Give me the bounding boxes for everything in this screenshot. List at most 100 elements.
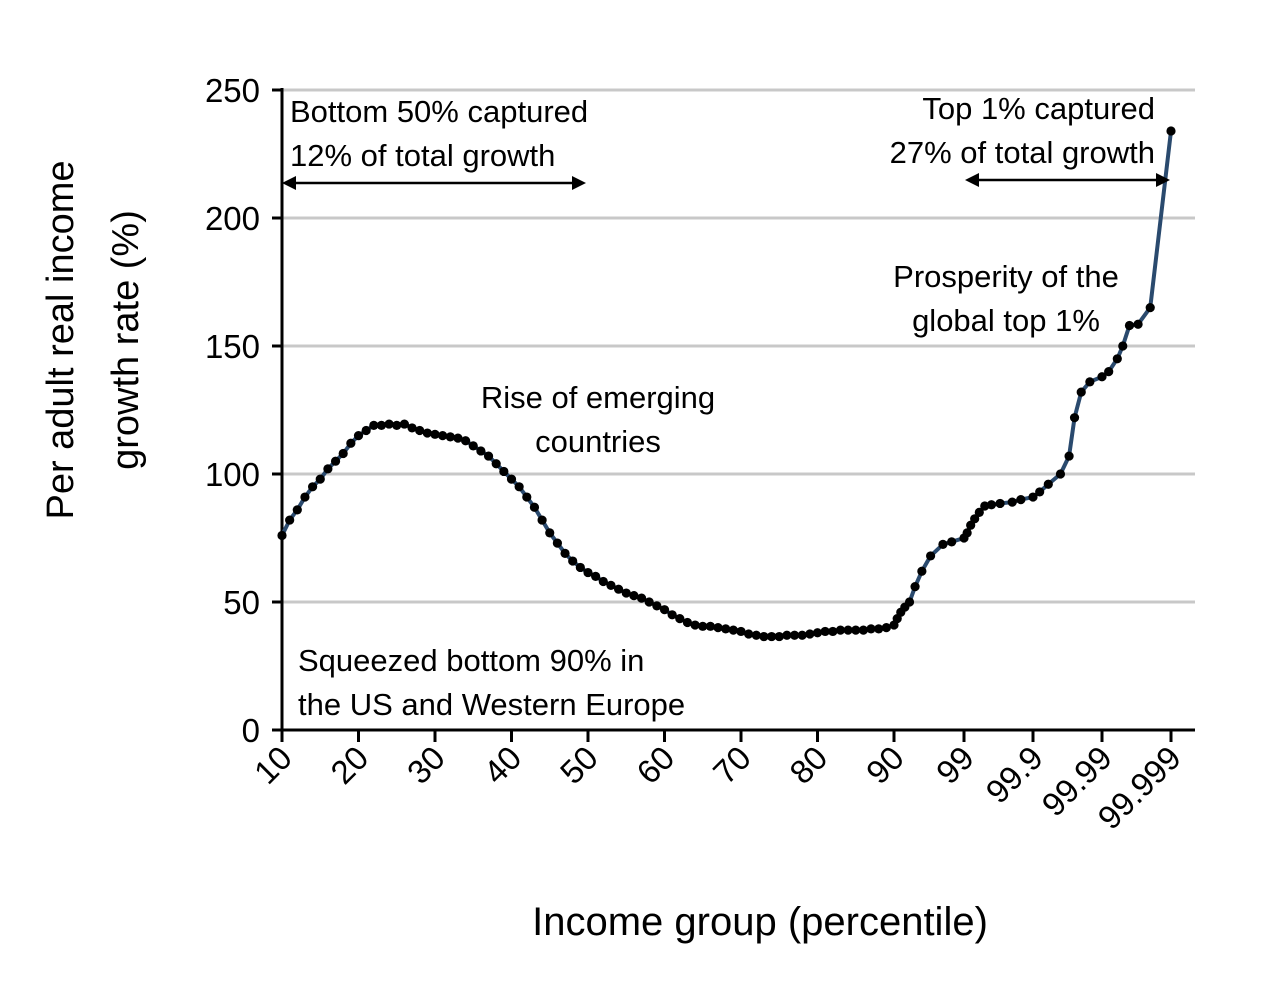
- data-point: [1133, 319, 1143, 329]
- data-point: [636, 593, 647, 603]
- data-point: [874, 624, 884, 634]
- data-point: [292, 505, 302, 515]
- data-point: [1112, 354, 1122, 364]
- data-point: [483, 451, 494, 461]
- data-point: [690, 620, 700, 630]
- data-point: [499, 466, 509, 477]
- y-tick-label: 250: [205, 72, 260, 109]
- data-point: [652, 601, 662, 611]
- data-point: [468, 441, 478, 451]
- y-tick-label: 150: [205, 328, 260, 365]
- data-point: [926, 551, 936, 561]
- data-point: [422, 428, 432, 438]
- data-point: [744, 629, 754, 639]
- data-point: [835, 625, 846, 635]
- squeezed-bottom-annotation: Squeezed bottom 90% in the US and Western…: [298, 643, 685, 722]
- data-point: [698, 621, 708, 631]
- data-point: [858, 625, 869, 635]
- data-point: [721, 624, 731, 634]
- data-point: [591, 571, 601, 582]
- data-point: [568, 556, 578, 566]
- y-tick-label: 200: [205, 200, 260, 237]
- data-point: [438, 431, 448, 441]
- x-tick-label: 40: [476, 739, 528, 791]
- data-point: [782, 630, 792, 640]
- data-point: [970, 514, 980, 524]
- data-point: [323, 464, 333, 474]
- data-point: [338, 448, 348, 459]
- data-point: [1166, 126, 1176, 136]
- data-point: [1069, 413, 1080, 423]
- y-axis-label-line-2: growth rate (%): [105, 210, 147, 470]
- top-1-annotation: Top 1% captured 27% of total growth: [890, 91, 1155, 170]
- data-point: [675, 614, 685, 624]
- data-point: [522, 492, 532, 502]
- data-point: [947, 537, 957, 547]
- data-point: [1118, 341, 1128, 351]
- data-point: [629, 591, 639, 601]
- y-tick-label: 100: [205, 456, 260, 493]
- data-point: [682, 617, 693, 628]
- annotations: Bottom 50% captured 12% of total growth To…: [290, 91, 1155, 722]
- data-point: [330, 456, 341, 466]
- y-tick-label: 0: [242, 712, 260, 749]
- x-axis-label: Income group (percentile): [532, 900, 988, 944]
- data-point: [545, 528, 555, 538]
- data-point: [361, 425, 371, 436]
- data-point: [751, 630, 761, 640]
- data-point: [881, 623, 891, 633]
- data-point: [866, 624, 876, 634]
- data-point: [621, 588, 631, 598]
- data-point: [445, 432, 455, 442]
- data-point: [552, 538, 563, 548]
- top-1-arrow: [965, 173, 1170, 187]
- axes: [272, 88, 1195, 742]
- data-point: [805, 629, 815, 639]
- data-point: [537, 515, 547, 525]
- data-point: [407, 423, 417, 433]
- x-tick-label: 80: [782, 739, 834, 791]
- data-point: [300, 492, 310, 502]
- data-point: [995, 498, 1005, 509]
- data-point: [759, 631, 769, 642]
- y-axis-label: Per adult real income: [40, 160, 82, 519]
- data-point: [736, 626, 746, 637]
- data-point: [399, 419, 409, 429]
- data-point: [430, 429, 440, 439]
- data-point: [851, 625, 861, 635]
- data-point: [974, 507, 984, 517]
- data-point: [1104, 367, 1114, 377]
- data-point: [529, 502, 540, 512]
- data-point: [606, 580, 616, 590]
- data-point: [659, 605, 670, 615]
- data-point: [820, 626, 830, 637]
- data-point: [767, 631, 777, 642]
- data-point: [644, 597, 654, 607]
- data-point: [1055, 469, 1066, 479]
- data-point: [1035, 487, 1045, 497]
- x-tick-label: 20: [323, 739, 375, 791]
- data-point: [789, 630, 800, 640]
- data-point: [415, 425, 425, 436]
- data-point: [962, 528, 972, 538]
- x-tick-label: 60: [629, 739, 681, 791]
- top-1-prosperity-annotation: Prosperity of the global top 1%: [893, 259, 1119, 338]
- data-point: [369, 420, 379, 430]
- data-point: [583, 567, 593, 578]
- data-point: [560, 548, 570, 558]
- data-point: [1145, 303, 1155, 313]
- data-point: [774, 631, 784, 642]
- data-point: [384, 419, 394, 429]
- data-point: [713, 623, 723, 633]
- data-point: [353, 431, 364, 441]
- data-point: [728, 625, 738, 635]
- x-tick-label: 99: [929, 739, 981, 791]
- data-point: [938, 539, 948, 550]
- gridlines: [282, 88, 1195, 604]
- data-point: [1028, 492, 1038, 502]
- data-points: [277, 126, 1176, 642]
- data-point: [904, 597, 915, 607]
- data-point: [828, 626, 838, 637]
